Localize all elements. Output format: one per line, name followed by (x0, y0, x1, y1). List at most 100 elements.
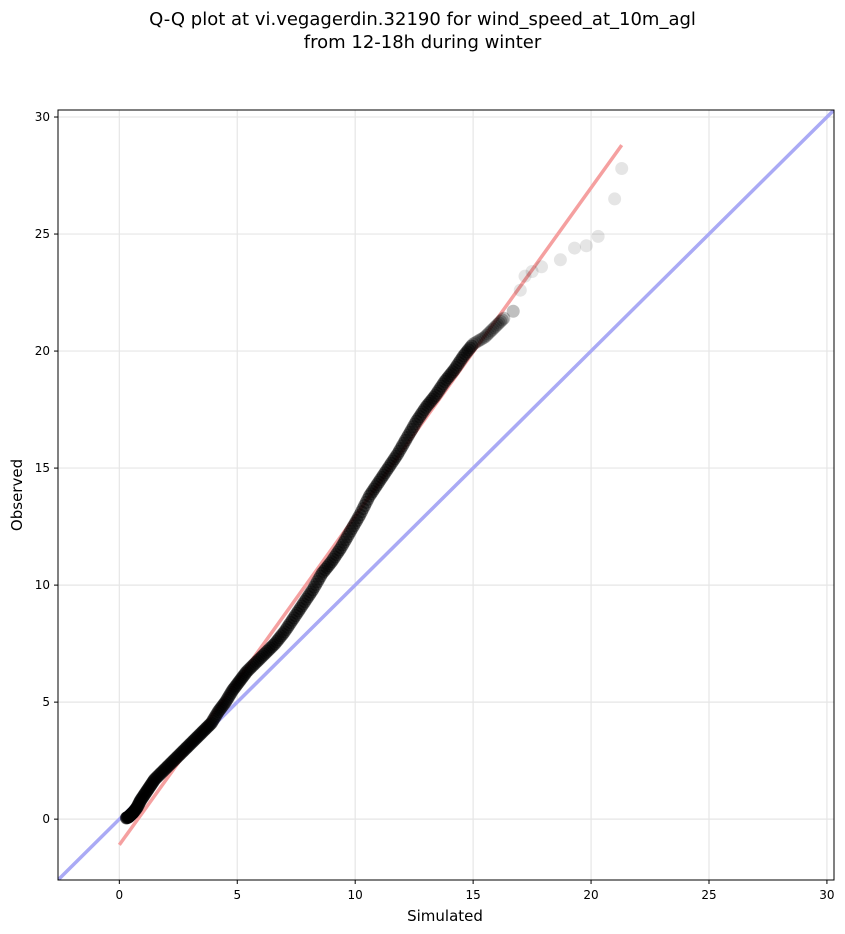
data-point (158, 762, 172, 776)
data-point (323, 557, 337, 571)
data-point (479, 328, 493, 342)
data-point (167, 754, 181, 768)
data-point (142, 781, 156, 795)
data-point (218, 695, 232, 709)
data-point (359, 495, 373, 509)
data-point (421, 398, 435, 412)
data-point (428, 389, 442, 403)
data-point (188, 733, 202, 747)
x-tick-label: 5 (233, 888, 241, 902)
data-point (417, 403, 431, 417)
data-point (525, 264, 539, 278)
data-point (394, 442, 408, 456)
data-point (265, 640, 279, 654)
data-point (183, 737, 197, 751)
data-point (216, 698, 230, 712)
data-point (273, 631, 287, 645)
axes-frame (57, 109, 835, 881)
data-point (234, 673, 248, 687)
data-point (124, 807, 138, 821)
data-point (119, 811, 133, 825)
data-point (169, 751, 183, 765)
y-axis-label: Observed (8, 459, 26, 531)
data-point (438, 374, 452, 388)
data-point (172, 748, 186, 762)
data-point (460, 345, 474, 359)
x-tick-label: 15 (465, 888, 480, 902)
data-point (304, 585, 318, 599)
y-tick-label: 20 (35, 344, 50, 358)
data-point (281, 620, 295, 634)
data-point (476, 331, 490, 345)
data-point (343, 524, 357, 538)
data-point (299, 592, 313, 606)
data-point (214, 701, 228, 715)
data-point (229, 679, 243, 693)
data-point (126, 805, 140, 819)
data-point (147, 774, 161, 788)
data-point (140, 784, 154, 798)
data-point (298, 594, 312, 608)
data-point (260, 644, 274, 658)
data-point (397, 436, 411, 450)
data-point (228, 680, 242, 694)
data-point (150, 770, 164, 784)
data-point (384, 456, 398, 470)
data-point (339, 532, 353, 546)
data-point (350, 513, 364, 527)
data-point (252, 652, 266, 666)
data-point (466, 337, 480, 351)
data-point (162, 758, 176, 772)
data-point (196, 724, 210, 738)
data-point (568, 241, 582, 255)
data-point (295, 599, 309, 613)
data-point (120, 811, 134, 825)
data-point (358, 499, 372, 513)
data-point (318, 563, 332, 577)
data-point (579, 239, 593, 253)
data-point (472, 334, 486, 348)
data-point (156, 764, 170, 778)
data-point (177, 743, 191, 757)
data-point (154, 767, 168, 781)
data-point (340, 530, 354, 544)
data-point (135, 791, 149, 805)
data-point (254, 651, 268, 665)
data-point (274, 629, 288, 643)
data-point (233, 674, 247, 688)
data-point (145, 776, 159, 790)
data-point (365, 484, 379, 498)
data-point (310, 575, 324, 589)
data-point (137, 789, 151, 803)
data-point (348, 516, 362, 530)
data-point (217, 697, 231, 711)
data-point (171, 749, 185, 763)
data-point (124, 808, 138, 822)
data-point (164, 756, 178, 770)
chart-title: Q-Q plot at vi.vegagerdin.32190 for wind… (149, 9, 696, 30)
data-point (203, 717, 217, 731)
data-point (184, 736, 198, 750)
data-point (494, 314, 508, 328)
data-point (205, 714, 219, 728)
data-point (411, 412, 425, 426)
data-point (257, 648, 271, 662)
data-point (315, 566, 329, 580)
data-point (248, 657, 262, 671)
data-point (334, 541, 348, 555)
data-point (497, 311, 511, 325)
data-point (455, 351, 469, 365)
data-point (182, 738, 196, 752)
data-point (292, 604, 306, 618)
data-point (198, 722, 212, 736)
data-point (454, 353, 468, 367)
data-point (125, 807, 139, 821)
data-point (141, 783, 155, 797)
data-point (123, 809, 137, 823)
data-point (405, 422, 419, 436)
data-point (329, 548, 343, 562)
data-point (121, 810, 135, 824)
data-point (470, 335, 484, 349)
